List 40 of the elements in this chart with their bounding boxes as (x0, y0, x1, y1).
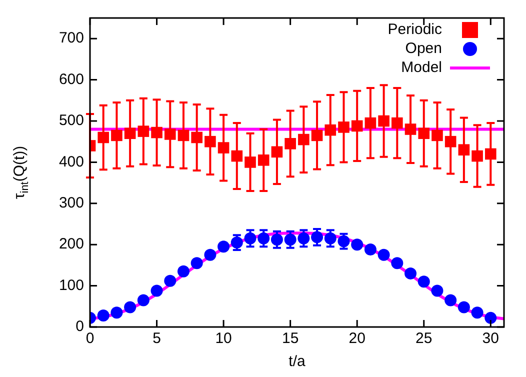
x-tick-label: 20 (348, 330, 366, 348)
y-tick-label: 200 (58, 236, 84, 253)
y-tick-label: 500 (58, 112, 84, 130)
y-axis-title: τint(Q(t)) (11, 146, 31, 200)
point (204, 248, 216, 261)
legend-label: Model (401, 59, 442, 76)
point (137, 294, 150, 306)
y-tick-label: 700 (58, 30, 84, 47)
point (418, 276, 430, 288)
y-tick-label: 300 (58, 194, 84, 212)
y-tick-label: 0 (76, 318, 84, 336)
y-tick-label: 600 (58, 70, 84, 88)
point (404, 267, 417, 280)
point (364, 244, 376, 256)
point (218, 240, 230, 253)
point (484, 312, 497, 324)
point (391, 257, 404, 270)
point (471, 306, 484, 319)
point (97, 309, 110, 322)
point (164, 274, 176, 287)
x-tick-label: 30 (482, 330, 499, 348)
point (110, 306, 123, 319)
point (444, 294, 457, 306)
point (124, 301, 136, 314)
y-tick-label: 400 (58, 153, 84, 170)
point (431, 284, 444, 297)
point (190, 257, 203, 270)
x-tick-label: 5 (152, 330, 161, 348)
y-tick-label: 100 (58, 276, 84, 294)
x-tick-label: 10 (215, 330, 232, 348)
legend-label: Open (405, 40, 442, 58)
x-axis-title: t/a (288, 353, 306, 370)
point (150, 284, 163, 297)
point (351, 238, 364, 251)
point (458, 301, 470, 314)
point (177, 265, 190, 278)
x-tick-label: 15 (282, 330, 299, 348)
legend-label: Periodic (388, 21, 442, 38)
point (378, 248, 390, 261)
x-tick-label: 25 (416, 330, 432, 348)
